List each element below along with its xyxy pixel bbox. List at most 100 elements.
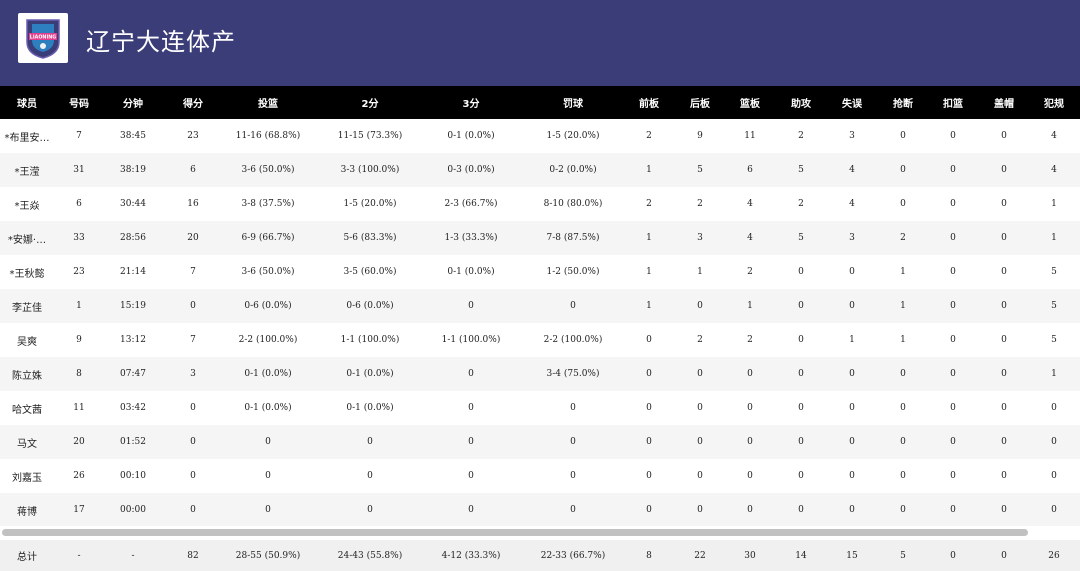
cell-ft: 0 xyxy=(570,505,576,515)
column-header-two-pt[interactable]: 2分 xyxy=(361,99,379,110)
cell-off-reb: 1 xyxy=(646,267,652,277)
cell-off-reb: 0 xyxy=(646,335,652,345)
cell-tov: 3 xyxy=(849,131,855,141)
cell-player: 吴爽 xyxy=(17,336,37,348)
cell-number: 20 xyxy=(73,437,85,447)
cell-def-reb: 0 xyxy=(697,505,703,515)
cell-minutes: 38:19 xyxy=(120,165,146,175)
column-header-fg[interactable]: 投篮 xyxy=(258,99,278,110)
cell-stl: 5 xyxy=(900,550,906,561)
cell-blk: 0 xyxy=(1001,437,1007,447)
cell-reb: 2 xyxy=(747,335,753,345)
cell-stl: 0 xyxy=(900,131,906,141)
horizontal-scrollbar[interactable] xyxy=(0,526,1080,540)
cell-number: 7 xyxy=(76,131,82,141)
cell-number: 11 xyxy=(73,403,85,413)
player-row: *王秋懿 23 21:14 7 3-6 (50.0%) 3-5 (60.0%) 0-1 (0… xyxy=(0,255,1080,289)
cell-def-reb: 0 xyxy=(697,301,703,311)
cell-pf: 4 xyxy=(1051,131,1057,141)
column-header-tov[interactable]: 失误 xyxy=(842,99,862,110)
column-header-minutes[interactable]: 分钟 xyxy=(123,99,143,110)
cell-tov: 0 xyxy=(849,505,855,515)
cell-pf: 4 xyxy=(1051,165,1057,175)
cell-number: 9 xyxy=(76,335,82,345)
cell-player: *布里安… xyxy=(4,132,50,144)
cell-pf: 1 xyxy=(1051,369,1057,379)
cell-points: 0 xyxy=(190,301,196,311)
column-header-pf[interactable]: 犯规 xyxy=(1044,99,1064,110)
cell-points: 23 xyxy=(187,131,199,141)
cell-ast: 0 xyxy=(798,437,804,447)
cell-pf: 5 xyxy=(1051,267,1057,277)
cell-reb: 0 xyxy=(747,369,753,379)
cell-ft: 0 xyxy=(570,471,576,481)
player-row: 蒋博 17 00:00 0 0 0 0 0 0 0 0 0 0 0 0 0 0 xyxy=(0,493,1080,527)
column-header-player[interactable]: 球员 xyxy=(17,99,37,110)
column-header-points[interactable]: 得分 xyxy=(183,99,203,110)
player-row: *王滢 31 38:19 6 3-6 (50.0%) 3-3 (100.0%) 0-3 (0… xyxy=(0,153,1080,187)
cell-two-pt: 1-1 (100.0%) xyxy=(340,335,400,345)
cell-reb: 0 xyxy=(747,505,753,515)
cell-def-reb: 3 xyxy=(697,233,703,243)
column-header-three-pt[interactable]: 3分 xyxy=(462,99,480,110)
column-header-ast[interactable]: 助攻 xyxy=(791,99,811,110)
column-header-stl[interactable]: 抢断 xyxy=(893,99,913,110)
svg-text:LIAONING: LIAONING xyxy=(30,35,56,41)
cell-off-reb: 1 xyxy=(646,233,652,243)
cell-stl: 1 xyxy=(900,335,906,345)
cell-tov: 0 xyxy=(849,301,855,311)
cell-def-reb: 0 xyxy=(697,403,703,413)
cell-ft: 8-10 (80.0%) xyxy=(543,199,603,209)
cell-off-reb: 2 xyxy=(646,131,652,141)
cell-points: 6 xyxy=(190,165,196,175)
cell-number: 17 xyxy=(73,505,85,515)
cell-ft: 0 xyxy=(570,437,576,447)
column-header-ft[interactable]: 罚球 xyxy=(563,99,583,110)
player-row: *王焱 6 30:44 16 3-8 (37.5%) 1-5 (20.0%) 2-3 (66… xyxy=(0,187,1080,221)
cell-minutes: 13:12 xyxy=(120,335,146,345)
cell-stl: 0 xyxy=(900,369,906,379)
liaoning-flying-leopards-logo-icon: LIAONING xyxy=(26,19,60,59)
cell-ft: 1-5 (20.0%) xyxy=(546,131,600,141)
cell-def-reb: 1 xyxy=(697,267,703,277)
cell-number: 23 xyxy=(73,267,85,277)
player-row: 陈立姝 8 07:47 3 0-1 (0.0%) 0-1 (0.0%) 0 3-4 (75.0… xyxy=(0,357,1080,391)
player-row: 刘嘉玉 26 00:10 0 0 0 0 0 0 0 0 0 0 0 0 0 0 xyxy=(0,459,1080,493)
cell-two-pt: 0 xyxy=(367,505,373,515)
column-header-reb[interactable]: 篮板 xyxy=(740,99,760,110)
cell-number: 1 xyxy=(76,301,82,311)
cell-off-reb: 2 xyxy=(646,199,652,209)
cell-minutes: 21:14 xyxy=(120,267,146,277)
player-row: *布里安… 7 38:45 23 11-16 (68.8%) 11-15 (73.3%) 0… xyxy=(0,119,1080,153)
cell-reb: 30 xyxy=(744,550,756,561)
cell-ast: 0 xyxy=(798,335,804,345)
column-header-blk[interactable]: 盖帽 xyxy=(994,99,1014,110)
player-row: *安娜·… 33 28:56 20 6-9 (66.7%) 5-6 (83.3%) 1-3 … xyxy=(0,221,1080,255)
scrollbar-thumb[interactable] xyxy=(2,529,1028,536)
cell-ast: 0 xyxy=(798,505,804,515)
column-header-number[interactable]: 号码 xyxy=(69,99,89,110)
cell-fg: 0-1 (0.0%) xyxy=(244,403,292,413)
cell-ft: 0 xyxy=(570,403,576,413)
cell-dunk: 0 xyxy=(950,369,956,379)
cell-two-pt: 0-1 (0.0%) xyxy=(346,369,394,379)
cell-player: *安娜·… xyxy=(7,234,47,246)
cell-minutes: 15:19 xyxy=(120,301,146,311)
column-header-def-reb[interactable]: 后板 xyxy=(690,99,710,110)
column-header-off-reb[interactable]: 前板 xyxy=(639,99,659,110)
cell-three-pt: 1-3 (33.3%) xyxy=(444,233,498,243)
cell-two-pt: 0-1 (0.0%) xyxy=(346,403,394,413)
cell-two-pt: 24-43 (55.8%) xyxy=(337,550,403,561)
cell-pf: 0 xyxy=(1051,471,1057,481)
cell-number: 33 xyxy=(73,233,85,243)
cell-def-reb: 0 xyxy=(697,437,703,447)
cell-player: 刘嘉玉 xyxy=(12,472,42,484)
cell-off-reb: 0 xyxy=(646,437,652,447)
cell-two-pt: 3-3 (100.0%) xyxy=(340,165,400,175)
cell-ast: 0 xyxy=(798,471,804,481)
cell-tov: 0 xyxy=(849,403,855,413)
cell-dunk: 0 xyxy=(950,199,956,209)
cell-stl: 0 xyxy=(900,403,906,413)
column-header-dunk[interactable]: 扣篮 xyxy=(943,99,963,110)
player-row: 哈文茜 11 03:42 0 0-1 (0.0%) 0-1 (0.0%) 0 0 0 0 0 0 0 0 0… xyxy=(0,391,1080,425)
